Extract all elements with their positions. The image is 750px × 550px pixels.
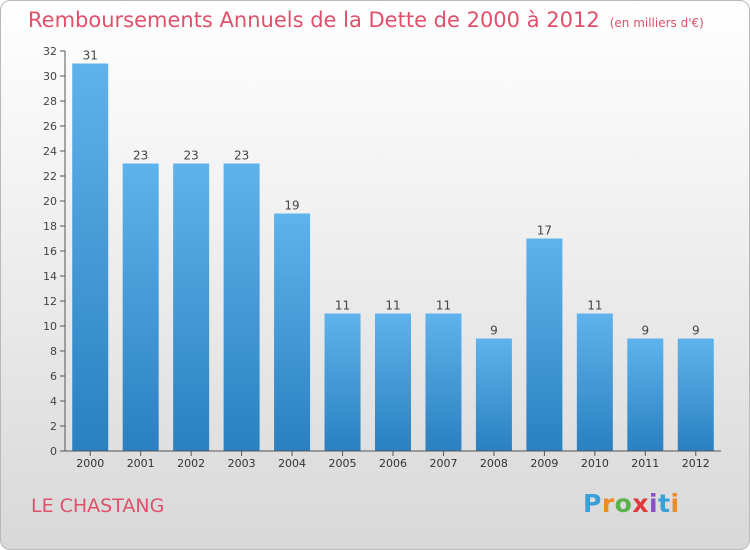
bar: [677, 338, 714, 451]
x-tick-label: 2012: [682, 457, 710, 470]
chart-title-text: Remboursements Annuels de la Dette de 20…: [28, 8, 600, 32]
y-tick-label: 16: [43, 245, 57, 258]
y-tick-label: 4: [50, 395, 57, 408]
x-tick-label: 2004: [278, 457, 306, 470]
y-tick-label: 18: [43, 220, 57, 233]
y-tick-label: 6: [50, 370, 57, 383]
x-tick-label: 2003: [228, 457, 256, 470]
bar-value-label: 23: [184, 149, 199, 163]
x-tick-label: 2008: [480, 457, 508, 470]
y-tick-label: 26: [43, 120, 57, 133]
bar: [173, 163, 210, 451]
x-tick-label: 2000: [76, 457, 104, 470]
bar-value-label: 9: [692, 324, 700, 338]
x-tick-label: 2009: [530, 457, 558, 470]
y-tick-label: 30: [43, 70, 57, 83]
y-tick-label: 0: [50, 445, 57, 458]
bar-value-label: 11: [436, 299, 451, 313]
bar: [576, 313, 613, 451]
bar-value-label: 23: [234, 149, 249, 163]
x-tick-label: 2001: [127, 457, 155, 470]
x-tick-label: 2010: [581, 457, 609, 470]
logo-letter: o: [614, 489, 633, 518]
bar: [475, 338, 512, 451]
bar: [72, 63, 109, 451]
y-tick-label: 14: [43, 270, 57, 283]
bar: [324, 313, 361, 451]
x-axis: 2000 2001 2002 2003 2004 2005 2006 2007 2008 2009…: [65, 450, 721, 470]
bar: [425, 313, 462, 451]
bar-value-label: 9: [490, 324, 498, 338]
bar: [122, 163, 159, 451]
logo-letter: i: [670, 489, 680, 518]
y-tick-label: 32: [43, 45, 57, 58]
y-tick-label: 2: [50, 420, 57, 433]
bar: [375, 313, 411, 451]
y-tick-label: 8: [50, 345, 57, 358]
logo-letter: x: [632, 489, 649, 518]
logo-letter: t: [658, 489, 671, 518]
y-tick-label: 20: [43, 195, 57, 208]
town-name: LE CHASTANG: [31, 495, 165, 517]
bar-value-label: 23: [133, 149, 148, 163]
chart-title: Remboursements Annuels de la Dette de 20…: [28, 8, 704, 32]
bars: 31 23 23 23 19 11 11 11 9 17 11 9 9: [72, 49, 714, 451]
bar: [627, 338, 664, 451]
x-tick-label: 2007: [429, 457, 457, 470]
y-tick-label: 28: [43, 95, 57, 108]
x-tick-label: 2005: [329, 457, 357, 470]
y-tick-label: 10: [43, 320, 57, 333]
bar-value-label: 11: [335, 299, 350, 313]
bar-value-label: 31: [83, 49, 98, 63]
bar: [223, 163, 260, 451]
x-tick-label: 2002: [177, 457, 205, 470]
y-tick-label: 24: [43, 145, 57, 158]
logo-letter: P: [583, 489, 602, 518]
bar-value-label: 19: [284, 199, 299, 213]
x-tick-label: 2011: [631, 457, 659, 470]
unit-note: (en milliers d'€): [609, 16, 704, 30]
logo-letter: i: [649, 489, 659, 518]
proxiti-logo: Proxiti: [583, 489, 680, 518]
bar: [274, 213, 311, 451]
bar-value-label: 9: [641, 324, 649, 338]
y-tick-label: 12: [43, 295, 57, 308]
bar-value-label: 11: [385, 299, 400, 313]
bar: [526, 238, 563, 451]
logo-letter: r: [601, 489, 615, 518]
bar-value-label: 17: [537, 224, 552, 238]
bar-value-label: 11: [587, 299, 602, 313]
x-tick-label: 2006: [379, 457, 407, 470]
y-tick-label: 22: [43, 170, 57, 183]
